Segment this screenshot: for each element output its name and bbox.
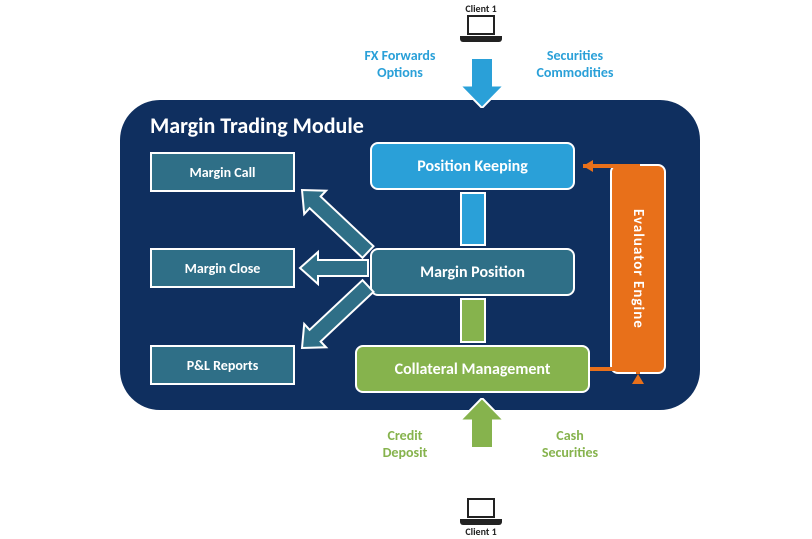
client-bottom-icon: Client 1 xyxy=(460,498,502,538)
node-position-keeping-label: Position Keeping xyxy=(417,157,528,176)
node-pnl-reports-label: P&L Reports xyxy=(187,357,259,374)
client-top-icon: Client 1 xyxy=(460,2,502,42)
arrow-client-to-collateral xyxy=(460,398,504,448)
node-margin-close: Margin Close xyxy=(150,248,295,288)
node-pnl-reports: P&L Reports xyxy=(150,345,295,385)
node-margin-call: Margin Call xyxy=(150,152,295,192)
label-cash-securities: CashSecurities xyxy=(520,428,620,462)
arrow-client-to-position xyxy=(460,58,504,108)
node-collateral-management: Collateral Management xyxy=(355,345,590,393)
label-credit-deposit: CreditDeposit xyxy=(360,428,450,462)
node-collateral-management-label: Collateral Management xyxy=(395,360,551,379)
node-margin-close-label: Margin Close xyxy=(185,260,261,277)
node-margin-position-label: Margin Position xyxy=(420,263,525,282)
client-bottom-label: Client 1 xyxy=(460,525,502,538)
node-evaluator-engine-label: Evaluator Engine xyxy=(629,209,647,329)
label-securities-commodities: SecuritiesCommodities xyxy=(515,48,635,82)
node-position-keeping: Position Keeping xyxy=(370,142,575,190)
node-margin-position: Margin Position xyxy=(370,248,575,296)
node-margin-call-label: Margin Call xyxy=(190,164,256,181)
label-fx-forwards: FX ForwardsOptions xyxy=(345,48,455,82)
connector-position-to-margin xyxy=(460,192,486,246)
module-title: Margin Trading Module xyxy=(150,112,364,139)
node-evaluator-engine: Evaluator Engine xyxy=(610,164,666,374)
connector-margin-to-collateral xyxy=(460,298,486,343)
client-top-label: Client 1 xyxy=(460,2,502,15)
